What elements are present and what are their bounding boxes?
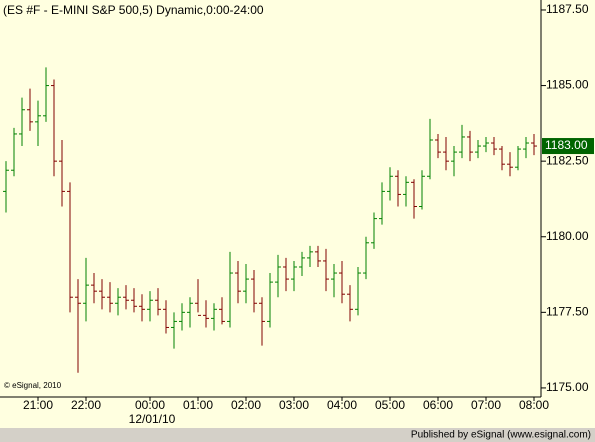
x-tick-label: 05:00 <box>375 398 405 412</box>
x-tick-label: 03:00 <box>279 398 309 412</box>
x-tick-label: 00:00 <box>135 398 165 412</box>
y-tick-label: 1177.50 <box>546 305 589 319</box>
chart-background <box>0 0 595 428</box>
y-tick-label: 1182.50 <box>546 153 589 167</box>
x-tick-label: 22:00 <box>71 398 101 412</box>
x-tick-label: 07:00 <box>471 398 501 412</box>
date-label: 12/01/10 <box>129 412 176 426</box>
y-tick-label: 1175.00 <box>546 380 589 394</box>
x-tick-label: 02:00 <box>231 398 261 412</box>
watermark: © eSignal, 2010 <box>4 381 62 390</box>
x-tick-label: 21:00 <box>23 398 53 412</box>
last-price-box <box>542 138 594 155</box>
x-tick-label: 04:00 <box>327 398 357 412</box>
x-tick-label: 01:00 <box>183 398 213 412</box>
footer-text: Published by eSignal (www.esignal.com) <box>411 430 591 441</box>
last-price-label: 1183.00 <box>545 138 588 152</box>
footer-bar <box>0 428 595 442</box>
x-tick-label: 06:00 <box>423 398 453 412</box>
x-tick-label: 08:00 <box>519 398 549 412</box>
y-tick-label: 1187.50 <box>546 2 589 16</box>
y-tick-label: 1180.00 <box>546 229 589 243</box>
chart-title: (ES #F - E-MINI S&P 500,5) Dynamic,0:00-… <box>3 3 264 17</box>
y-tick-label: 1185.00 <box>546 78 589 92</box>
